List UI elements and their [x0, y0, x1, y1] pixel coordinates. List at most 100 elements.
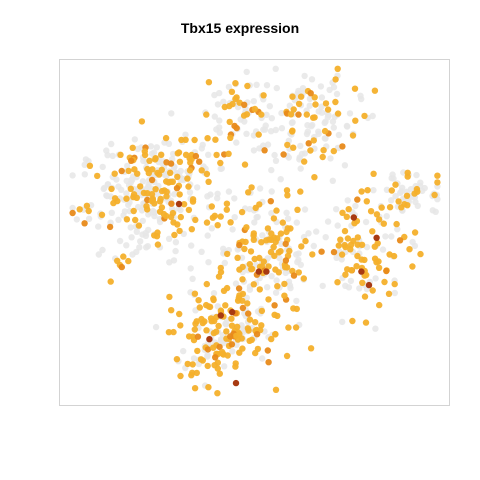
expression-point — [69, 209, 76, 217]
expression-point — [361, 293, 369, 300]
expression-point — [205, 303, 213, 310]
expression-point — [138, 118, 146, 125]
expression-point — [228, 322, 236, 329]
expression-point — [191, 326, 198, 333]
background-point — [204, 193, 211, 200]
expression-point — [290, 305, 297, 312]
expression-point — [163, 178, 170, 185]
expression-point — [434, 172, 441, 179]
background-point — [221, 259, 228, 267]
expression-point — [267, 198, 274, 205]
expression-point — [264, 347, 271, 354]
background-point — [301, 206, 309, 213]
background-point — [152, 323, 160, 331]
expression-point — [406, 246, 413, 253]
expression-point — [342, 243, 349, 251]
background-point — [285, 154, 292, 161]
background-point — [293, 297, 300, 305]
expression-point — [197, 356, 205, 363]
background-point — [306, 102, 313, 109]
expression-point — [148, 176, 156, 184]
expression-point — [324, 106, 332, 113]
expression-point — [224, 250, 231, 258]
expression-point — [390, 252, 398, 260]
expression-point — [392, 181, 399, 188]
expression-point — [358, 188, 365, 195]
expression-point — [134, 170, 141, 177]
background-point — [149, 207, 157, 215]
expression-point — [125, 257, 132, 265]
expression-point — [251, 105, 259, 113]
expression-point — [270, 243, 277, 251]
expression-point — [309, 251, 316, 258]
expression-point — [128, 157, 135, 164]
background-point — [333, 254, 340, 261]
expression-point — [210, 295, 217, 302]
expression-point — [273, 207, 280, 214]
expression-point — [244, 325, 252, 332]
background-point — [382, 233, 389, 240]
expression-point — [185, 206, 193, 214]
expression-point — [312, 101, 319, 108]
expression-point — [370, 170, 377, 177]
expression-point — [246, 316, 254, 323]
expression-point — [228, 88, 236, 96]
expression-point — [232, 80, 239, 87]
expression-point — [118, 167, 125, 175]
expression-point — [214, 222, 221, 229]
expression-point — [176, 158, 184, 165]
expression-point — [205, 79, 213, 86]
background-point — [103, 147, 110, 154]
background-point — [205, 259, 212, 266]
background-point — [169, 150, 177, 158]
expression-point — [98, 211, 106, 218]
background-point — [286, 282, 294, 289]
background-point — [283, 209, 290, 216]
expression-points — [69, 65, 441, 397]
expression-point — [94, 172, 101, 180]
expression-point — [297, 93, 305, 100]
expression-point — [217, 159, 224, 167]
background-point — [136, 244, 143, 251]
background-point — [243, 68, 250, 76]
expression-point — [265, 296, 272, 303]
expression-point — [409, 263, 416, 270]
background-point — [338, 256, 345, 263]
background-point — [69, 204, 76, 212]
expression-point — [227, 219, 234, 226]
expression-point — [252, 204, 259, 212]
background-point — [187, 265, 194, 272]
expression-point — [362, 319, 370, 326]
background-point — [108, 140, 115, 148]
expression-point — [373, 211, 381, 218]
background-point — [398, 188, 405, 195]
expression-point — [245, 189, 252, 196]
background-point — [109, 152, 116, 160]
expression-point — [144, 206, 151, 213]
expression-point — [194, 347, 201, 355]
background-point — [216, 89, 223, 97]
expression-point — [268, 335, 275, 343]
expression-point — [375, 264, 383, 271]
background-point — [250, 147, 258, 154]
expression-point — [369, 228, 376, 235]
expression-point — [295, 269, 302, 276]
expression-point — [226, 102, 233, 110]
expression-point — [311, 174, 318, 181]
background-point — [246, 286, 254, 293]
expression-point — [203, 170, 211, 178]
background-point — [370, 187, 377, 194]
high-expression-point — [263, 268, 270, 275]
expression-point — [281, 280, 288, 288]
background-point — [268, 188, 275, 195]
background-point — [216, 129, 223, 136]
background-point — [142, 229, 149, 237]
expression-point — [258, 322, 265, 329]
background-point — [210, 290, 218, 297]
background-point — [256, 185, 264, 192]
expression-point — [311, 114, 318, 121]
background-point — [214, 101, 222, 108]
expression-point — [289, 93, 296, 100]
background-point — [412, 198, 419, 206]
expression-point — [120, 253, 127, 260]
